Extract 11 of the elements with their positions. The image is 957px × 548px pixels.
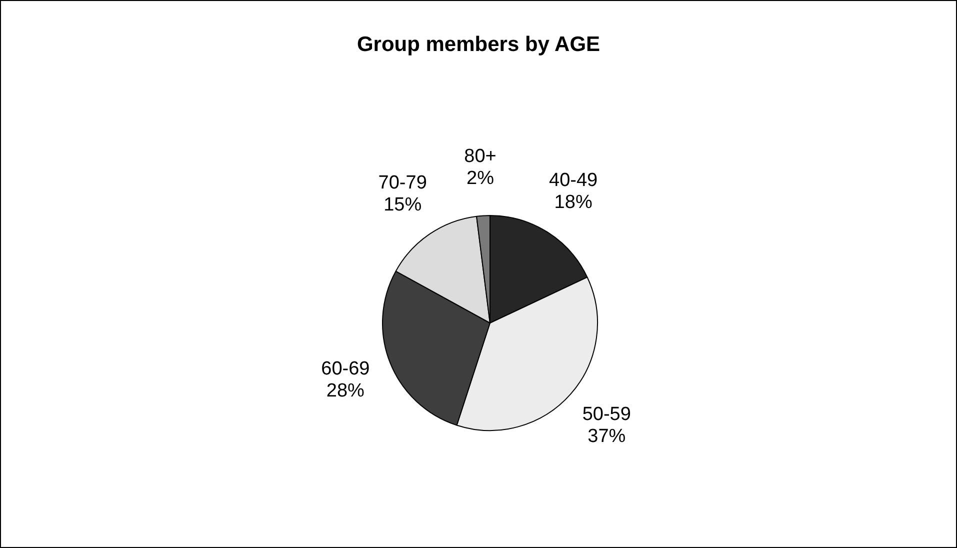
slice-label: 80+ (464, 146, 496, 168)
chart-title: Group members by AGE (356, 33, 602, 57)
slice-label: 40-49 (549, 170, 598, 191)
data-label: 37% (588, 426, 626, 448)
data-label: 18% (554, 192, 592, 213)
data-label: 15% (384, 194, 422, 216)
data-label: 28% (326, 380, 365, 402)
slice-label: 50-59 (582, 404, 631, 426)
slice-label: 60-69 (321, 358, 370, 380)
slice-label: 70-79 (378, 172, 427, 194)
data-label: 2% (466, 168, 494, 190)
